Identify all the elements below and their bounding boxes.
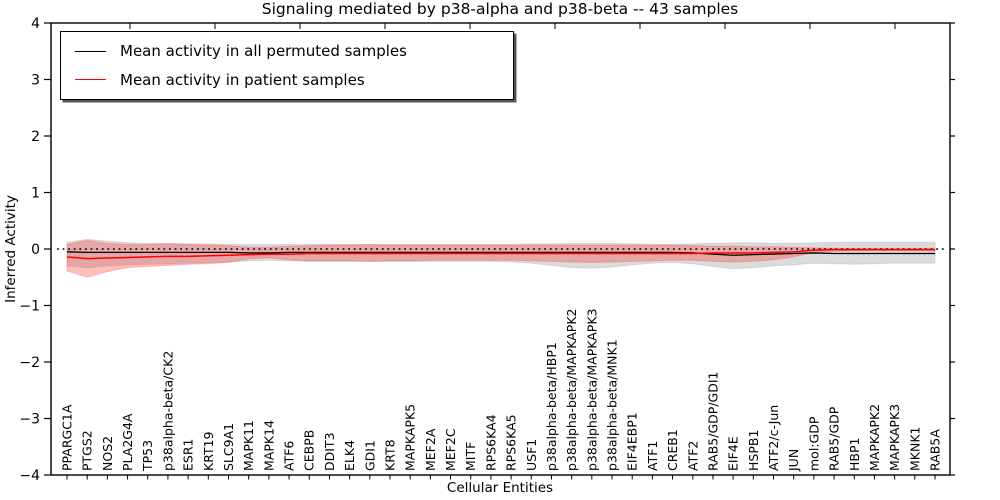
x-tick-label: EIF4EBP1 [625,412,640,471]
x-tick-label: MKNK1 [907,427,922,471]
legend: Mean activity in all permuted samples Me… [60,31,514,100]
x-tick-label: ATF2 [685,441,700,471]
x-tick-label: MAPKAPK2 [867,404,882,471]
x-tick-label: CEBPB [302,430,317,471]
x-tick-label: MITF [463,442,478,471]
y-tick-label: −2 [19,355,40,371]
x-tick-label: JUN [786,449,801,472]
patient-line-swatch [75,79,106,81]
x-tick-label: RAB5A [928,429,943,471]
x-tick-label: ATF2/c-Jun [766,405,781,471]
x-tick-label: CREB1 [665,429,680,471]
y-tick-label: −1 [19,299,40,315]
x-tick-label: RAB5/GDP/GDI1 [705,372,720,471]
x-tick-label: ATF6 [282,441,297,471]
x-tick-label: MAPK14 [261,420,276,471]
x-tick-label: RPS6KA4 [483,414,498,471]
x-tick-label: EIF4E [726,436,741,471]
x-tick-label: NOS2 [100,436,115,471]
x-tick-label: TP53 [140,440,155,472]
x-tick-label: p38alpha-beta/HBP1 [544,342,559,471]
x-tick-label: PTGS2 [80,430,95,471]
x-tick-label: PPARGC1A [60,404,75,471]
x-tick-label: p38alpha-beta/MAPKAPK2 [564,309,579,472]
y-tick-label: 2 [31,129,40,145]
legend-item-patient: Mean activity in patient samples [61,71,513,89]
x-tick-label: HBP1 [847,438,862,471]
x-tick-label: p38alpha-beta/MAPKAPK3 [584,309,599,472]
y-tick-label: 4 [31,16,40,32]
x-tick-label: SLC9A1 [221,423,236,471]
y-tick-label: 1 [31,186,40,202]
x-tick-label: DDIT3 [322,432,337,471]
x-tick-label: MAPK11 [241,420,256,471]
patient-mean-line [66,248,935,260]
x-tick-label: MAPKAPK3 [887,404,902,471]
x-tick-label: MAPKAPK5 [403,404,418,471]
x-tick-label: RAB5/GDP [827,406,842,471]
permuted-mean-line [66,251,935,256]
x-tick-label: MEF2C [443,428,458,471]
x-tick-label: ELK4 [342,440,357,471]
y-tick-label: −3 [19,412,40,428]
legend-item-permuted: Mean activity in all permuted samples [61,42,513,60]
x-tick-label: PLA2G4A [120,413,135,471]
permuted-line-swatch [75,50,106,52]
x-tick-label: KRT19 [201,431,216,471]
x-tick-label: MEF2A [423,428,438,471]
x-tick-label: ATF1 [645,441,660,471]
legend-label-permuted: Mean activity in all permuted samples [120,42,407,61]
y-tick-label: 3 [31,73,40,89]
y-tick-label: 0 [31,242,40,258]
y-tick-label: −4 [19,468,40,484]
legend-label-patient: Mean activity in patient samples [120,70,365,89]
x-tick-label: USF1 [524,439,539,471]
x-tick-label: p38alpha-beta/MNK1 [605,339,620,471]
x-tick-label: KRT8 [382,439,397,471]
x-tick-label: HSPB1 [746,430,761,471]
x-axis-title: Cellular Entities [446,480,554,496]
y-axis-title: Inferred Activity [3,195,19,303]
x-tick-label: RPS6KA5 [504,414,519,471]
x-tick-label: mol:GDP [806,416,821,471]
x-tick-label: GDI1 [362,440,377,471]
x-tick-label: ESR1 [181,439,196,471]
x-tick-label: p38alpha-beta/CK2 [160,351,175,471]
chart-title: Signaling mediated by p38-alpha and p38-… [261,0,739,18]
